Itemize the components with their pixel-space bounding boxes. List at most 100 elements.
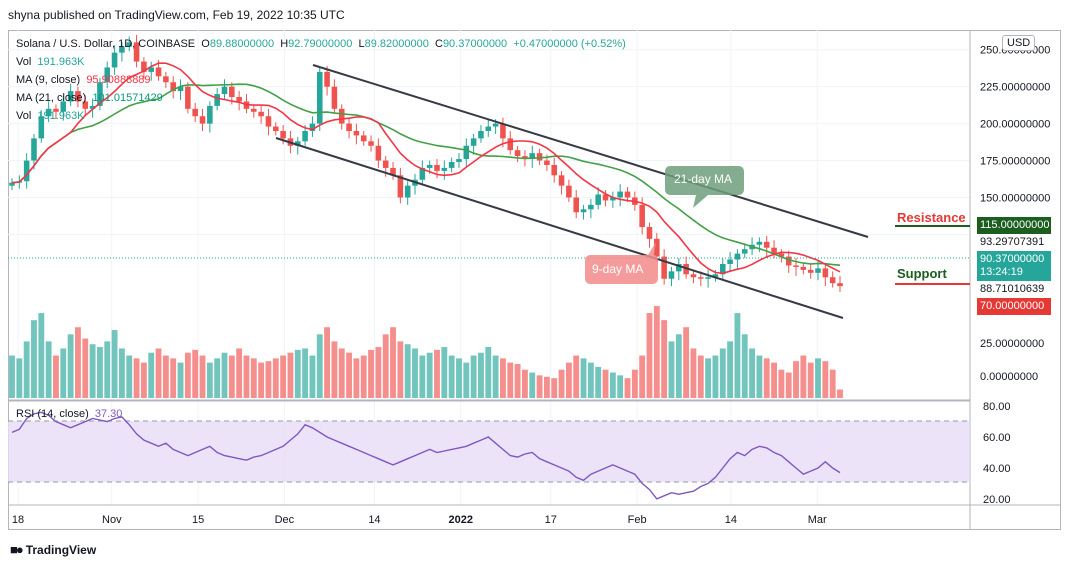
legend-volume-row[interactable]: Vol 191.963K — [16, 53, 626, 71]
volume-bar — [456, 358, 462, 398]
candle-body — [60, 101, 67, 112]
volume-bar — [89, 344, 96, 398]
rsi-axis-tick: 40.00 — [983, 463, 1011, 475]
vol2-label: Vol — [16, 110, 32, 122]
time-axis-tick: 17 — [545, 514, 557, 526]
candle-body — [807, 269, 814, 273]
candle-body — [500, 123, 506, 139]
candle-body — [360, 135, 367, 142]
volume-bar — [653, 306, 660, 398]
volume-bar — [170, 358, 177, 398]
volume-bar — [236, 348, 243, 398]
channel-lower-line — [275, 137, 844, 319]
volume-bar — [734, 313, 741, 398]
candle-body — [9, 182, 15, 186]
candle-body — [82, 101, 89, 109]
ma21-value: 101.01571429 — [92, 92, 163, 104]
volume-bar — [719, 348, 726, 398]
candle-body — [478, 130, 484, 139]
volume-bar — [214, 358, 221, 398]
volume-bar — [565, 362, 572, 398]
volume-bar — [514, 364, 521, 398]
volume-bar — [741, 334, 748, 398]
candle-body — [771, 247, 777, 254]
chart-canvas[interactable]: 250.00000000225.00000000200.00000000175.… — [8, 30, 1061, 530]
volume-bar — [507, 362, 514, 398]
candle-body — [719, 263, 726, 275]
candlesticks — [9, 34, 843, 293]
volume-bar — [228, 355, 235, 398]
candle-body — [177, 86, 184, 92]
candle-body — [434, 164, 440, 171]
candle-body — [104, 67, 111, 83]
volume-bar — [595, 366, 602, 398]
open-value: 89.88000000 — [209, 38, 275, 50]
candle-body — [705, 277, 711, 279]
rsi-band — [8, 421, 970, 482]
volume-bar — [412, 348, 418, 398]
candle-body — [368, 141, 374, 146]
candle-body — [163, 76, 169, 83]
candle-body — [31, 138, 37, 161]
volume-bar — [675, 334, 682, 398]
candle-body — [185, 86, 191, 109]
volume-bar — [529, 372, 536, 398]
volume-bar — [31, 320, 37, 398]
candle-body — [793, 265, 799, 267]
volume-bar — [53, 355, 59, 398]
rsi-legend[interactable]: RSI (14, close) 37.30 — [16, 408, 122, 420]
legend-ma21-row[interactable]: MA (21, close) 101.01571429 — [16, 89, 626, 107]
vol-label: Vol — [16, 56, 32, 68]
volume-bar — [646, 313, 653, 398]
volume-bar — [543, 376, 550, 398]
volume-bar — [441, 347, 448, 398]
volume-bar — [206, 362, 213, 398]
candle-body — [456, 159, 462, 163]
candle-body — [690, 274, 697, 278]
volume-bar — [16, 358, 23, 398]
volume-bar — [302, 348, 309, 398]
candle-body — [822, 268, 829, 278]
candle-body — [536, 153, 543, 161]
rsi-axis-tick: 60.00 — [983, 432, 1011, 444]
volume-bar — [500, 358, 506, 398]
volume-bar — [602, 369, 609, 398]
volume-bar — [580, 358, 587, 398]
volume-bar — [177, 362, 184, 398]
volume-bar — [272, 358, 279, 398]
ma21-label: MA (21, close) — [16, 92, 87, 104]
volume-bars — [9, 306, 843, 398]
candle-body — [38, 116, 45, 139]
volume-bar — [727, 341, 734, 398]
legend-symbol[interactable]: Solana / U.S. Dollar, 1D, COINBASE — [16, 38, 196, 50]
candle-body — [492, 123, 499, 127]
volume-bar — [485, 347, 492, 398]
candle-body — [602, 194, 609, 201]
time-axis-tick: 14 — [725, 514, 737, 526]
candle-body — [251, 108, 257, 112]
volume-bar — [155, 348, 162, 398]
volume-bar — [536, 375, 543, 398]
volume-bar — [104, 341, 111, 398]
volume-bar — [23, 341, 30, 398]
candle-body — [207, 105, 213, 124]
close-label: C — [434, 38, 443, 50]
volume-bar — [448, 355, 455, 398]
time-axis-tick: Nov — [102, 514, 122, 526]
tradingview-logo[interactable]: ■● TradingView — [10, 542, 96, 557]
currency-button[interactable]: USD — [1002, 35, 1036, 51]
legend-ma9-row[interactable]: MA (9, close) 95.90888889 — [16, 71, 626, 89]
candle-body — [566, 185, 572, 198]
volume-bar — [639, 355, 646, 398]
volume-bar — [192, 349, 199, 398]
legend-volume2-row[interactable]: Vol 191.963K — [16, 107, 626, 125]
ma21-callout-label: 21-day MA — [674, 172, 733, 186]
volume-axis-tick: 0.00000000 — [980, 371, 1038, 383]
candle-body — [639, 204, 645, 228]
candle-body — [265, 116, 272, 127]
candle-body — [75, 91, 81, 102]
volume-bar — [697, 355, 704, 398]
volume-bar — [426, 352, 433, 398]
candle-body — [485, 126, 492, 131]
legend-ohlc-row: Solana / U.S. Dollar, 1D, COINBASE O89.8… — [16, 35, 626, 53]
